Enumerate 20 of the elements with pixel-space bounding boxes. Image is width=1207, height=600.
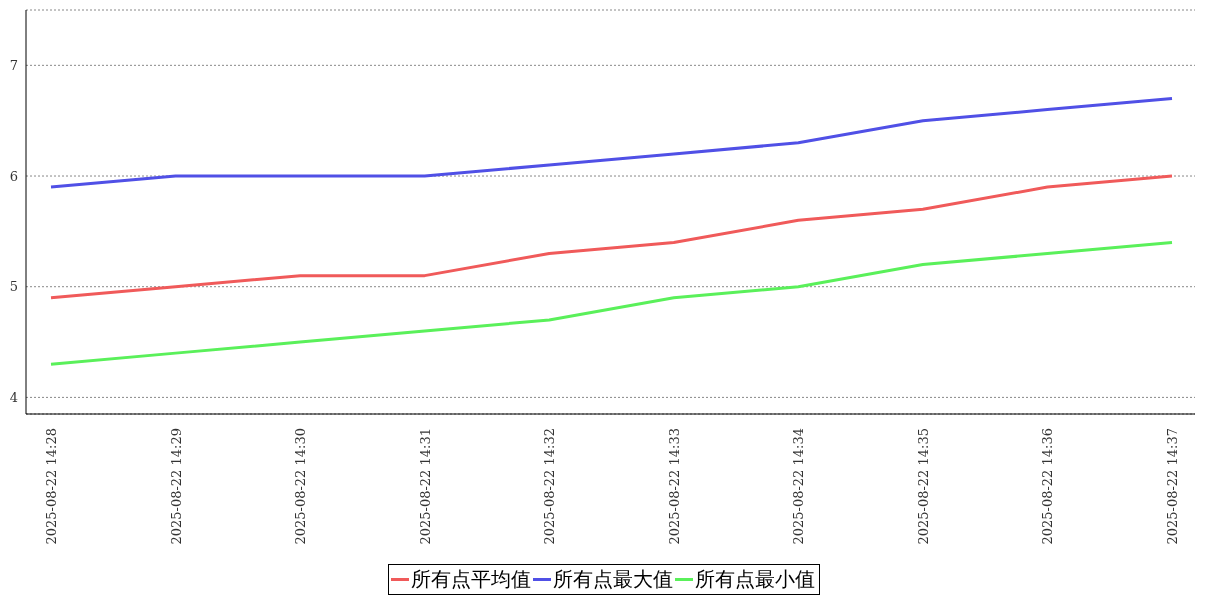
x-tick-label: 2025-08-22 14:32: [542, 428, 558, 545]
line-series: [49, 240, 1174, 366]
x-tick-label: 2025-08-22 14:30: [293, 428, 309, 545]
x-tick-label: 2025-08-22 14:37: [1165, 428, 1180, 545]
x-tick-label: 2025-08-22 14:33: [666, 428, 682, 545]
y-tick-label: 5: [9, 279, 18, 295]
x-tick-label: 2025-08-22 14:31: [417, 428, 433, 545]
legend-label: 所有点最小值: [694, 566, 815, 593]
line-series: [49, 97, 1174, 189]
x-tick-label: 2025-08-22 14:28: [44, 428, 59, 545]
y-tick-label: 6: [9, 168, 18, 184]
y-tick-label: 4: [9, 390, 18, 406]
x-tick-label: 2025-08-22 14:29: [168, 428, 184, 545]
y-tick-label: 7: [9, 57, 18, 73]
legend-label: 所有点平均值: [410, 566, 531, 593]
legend-label: 所有点最大值: [552, 566, 673, 593]
x-tick-label: 2025-08-22 14:36: [1040, 428, 1056, 545]
x-tick-label: 2025-08-22 14:34: [791, 428, 807, 545]
line-series: [49, 174, 1174, 300]
x-tick-label: 2025-08-22 14:35: [915, 428, 931, 545]
